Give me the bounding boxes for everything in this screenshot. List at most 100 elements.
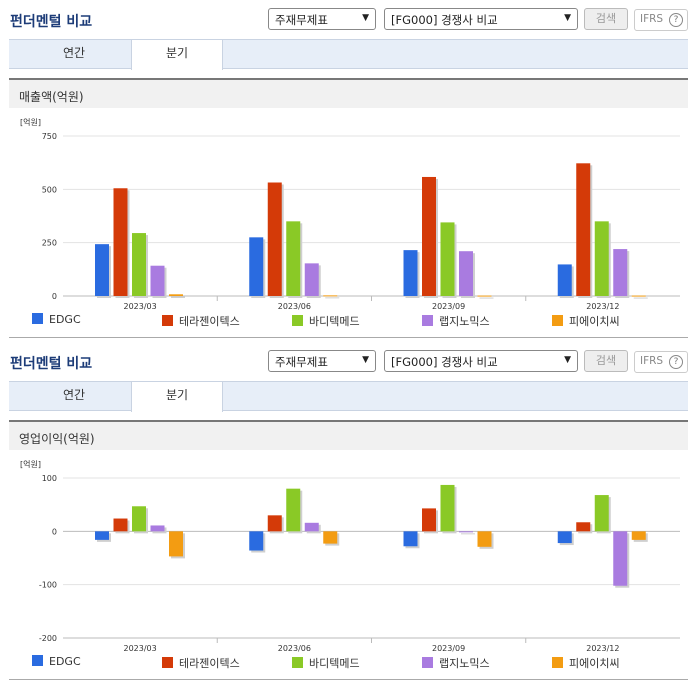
bar bbox=[613, 249, 628, 296]
y-tick-label: 0 bbox=[52, 292, 57, 301]
tab-quarterly[interactable]: 분기 bbox=[131, 39, 223, 70]
bar bbox=[631, 531, 646, 540]
bar-shadow bbox=[171, 296, 185, 298]
bar bbox=[557, 531, 572, 544]
chevron-down-icon: ▼ bbox=[362, 355, 369, 365]
bar bbox=[576, 522, 591, 532]
bar bbox=[249, 531, 264, 551]
section-header: 영업이익(억원) bbox=[9, 420, 688, 450]
bar bbox=[304, 522, 319, 532]
y-tick-label: 750 bbox=[42, 132, 57, 141]
bar bbox=[631, 295, 646, 297]
bar-shadow bbox=[479, 297, 494, 299]
legend-item[interactable]: 랩지노믹스 bbox=[422, 313, 490, 329]
legend-label: 피에이치씨 bbox=[569, 657, 620, 670]
legend-swatch bbox=[552, 315, 563, 326]
bar bbox=[422, 508, 436, 532]
x-tick-label: 2023/12 bbox=[586, 644, 619, 653]
legend-item[interactable]: 테라젠이텍스 bbox=[162, 313, 240, 329]
legend: EDGC 테라젠이텍스 바디텍메드 랩지노믹스 피에이치씨 bbox=[0, 655, 696, 673]
unit-label: [억원] bbox=[20, 460, 41, 469]
toolbar: 펀더멘털 비교 주재무제표 ▼ [FG000] 경쟁사 비교 ▼ 검색 IFRS… bbox=[0, 342, 696, 378]
legend-label: 랩지노믹스 bbox=[439, 657, 490, 670]
y-tick-label: -100 bbox=[39, 581, 57, 590]
panel-revenue: 펀더멘털 비교 주재무제표 ▼ [FG000] 경쟁사 비교 ▼ 검색 IFRS… bbox=[0, 0, 696, 338]
ifrs-button[interactable]: IFRS ? bbox=[634, 351, 688, 373]
bar bbox=[267, 515, 282, 532]
divider bbox=[9, 679, 688, 680]
bar bbox=[113, 518, 128, 532]
legend-item[interactable]: 바디텍메드 bbox=[292, 655, 360, 671]
toolbar: 펀더멘털 비교 주재무제표 ▼ [FG000] 경쟁사 비교 ▼ 검색 IFRS… bbox=[0, 0, 696, 36]
legend-label: EDGC bbox=[49, 655, 81, 668]
legend-swatch bbox=[292, 657, 303, 668]
bar bbox=[132, 506, 146, 532]
search-button[interactable]: 검색 bbox=[584, 350, 628, 372]
legend-item[interactable]: 바디텍메드 bbox=[292, 313, 360, 329]
chart-title: 영업이익(억원) bbox=[19, 432, 95, 446]
bar bbox=[459, 251, 473, 296]
bar bbox=[267, 182, 282, 296]
bar bbox=[150, 525, 165, 532]
revenue-chart: 0 250 500 750 2023/03 2023/06 2023/09 2023/12 bbox=[42, 132, 680, 311]
legend-swatch bbox=[162, 657, 173, 668]
comparison-select[interactable]: [FG000] 경쟁사 비교 ▼ bbox=[384, 350, 578, 372]
legend-label: 바디텍메드 bbox=[309, 657, 360, 670]
bar bbox=[459, 531, 473, 533]
legend-swatch bbox=[292, 315, 303, 326]
statement-select[interactable]: 주재무제표 ▼ bbox=[268, 8, 376, 30]
x-tick-label: 2023/09 bbox=[432, 302, 465, 311]
panel-title: 펀더멘털 비교 bbox=[10, 14, 93, 30]
tab-annual[interactable]: 연간 bbox=[62, 46, 86, 60]
legend-item[interactable]: 랩지노믹스 bbox=[422, 655, 490, 671]
bar bbox=[286, 221, 301, 296]
bar bbox=[150, 265, 165, 296]
search-button[interactable]: 검색 bbox=[584, 8, 628, 30]
tab-quarterly[interactable]: 분기 bbox=[131, 381, 223, 412]
bar-shadow bbox=[461, 533, 475, 535]
legend-swatch bbox=[422, 315, 433, 326]
bar bbox=[477, 295, 492, 297]
bar bbox=[422, 176, 436, 296]
bar bbox=[594, 495, 609, 532]
legend-item[interactable]: EDGC bbox=[32, 313, 81, 326]
panel-title: 펀더멘털 비교 bbox=[10, 356, 93, 372]
bar bbox=[440, 484, 455, 532]
ifrs-button[interactable]: IFRS ? bbox=[634, 9, 688, 31]
legend-label: 테라젠이텍스 bbox=[179, 315, 240, 328]
legend-label: 피에이치씨 bbox=[569, 315, 620, 328]
bar bbox=[132, 233, 146, 296]
comparison-select-value: [FG000] 경쟁사 비교 bbox=[391, 13, 498, 27]
help-icon: ? bbox=[669, 355, 683, 369]
x-tick-label: 2023/03 bbox=[124, 302, 157, 311]
ifrs-label: IFRS bbox=[640, 355, 664, 367]
statement-select-value: 주재무제표 bbox=[275, 355, 328, 369]
tab-annual[interactable]: 연간 bbox=[62, 388, 86, 402]
legend-label: EDGC bbox=[49, 313, 81, 326]
operating-income-chart: -200 -100 0 100 2023/03 2023/06 2023/09 2023/12 bbox=[39, 474, 680, 653]
section-header: 매출액(억원) bbox=[9, 78, 688, 108]
comparison-select-value: [FG000] 경쟁사 비교 bbox=[391, 355, 498, 369]
period-tabs: 연간 분기 bbox=[9, 381, 688, 412]
statement-select[interactable]: 주재무제표 ▼ bbox=[268, 350, 376, 372]
comparison-select[interactable]: [FG000] 경쟁사 비교 ▼ bbox=[384, 8, 578, 30]
chevron-down-icon: ▼ bbox=[564, 355, 571, 365]
legend-item[interactable]: 피에이치씨 bbox=[552, 313, 620, 329]
bar bbox=[477, 531, 492, 547]
x-tick-label: 2023/03 bbox=[124, 644, 157, 653]
legend-swatch bbox=[32, 655, 43, 666]
legend-item[interactable]: 테라젠이텍스 bbox=[162, 655, 240, 671]
panel-operating-income: 펀더멘털 비교 주재무제표 ▼ [FG000] 경쟁사 비교 ▼ 검색 IFRS… bbox=[0, 342, 696, 684]
bar bbox=[576, 163, 591, 296]
x-tick-label: 2023/09 bbox=[432, 644, 465, 653]
legend: EDGC 테라젠이텍스 바디텍메드 랩지노믹스 피에이치씨 bbox=[0, 313, 696, 331]
bar bbox=[323, 295, 338, 297]
period-tabs: 연간 분기 bbox=[9, 39, 688, 70]
legend-item[interactable]: 피에이치씨 bbox=[552, 655, 620, 671]
bar bbox=[557, 264, 572, 296]
bar bbox=[95, 531, 109, 540]
legend-item[interactable]: EDGC bbox=[32, 655, 81, 668]
statement-select-value: 주재무제표 bbox=[275, 13, 328, 27]
bar bbox=[440, 222, 455, 296]
legend-label: 바디텍메드 bbox=[309, 315, 360, 328]
